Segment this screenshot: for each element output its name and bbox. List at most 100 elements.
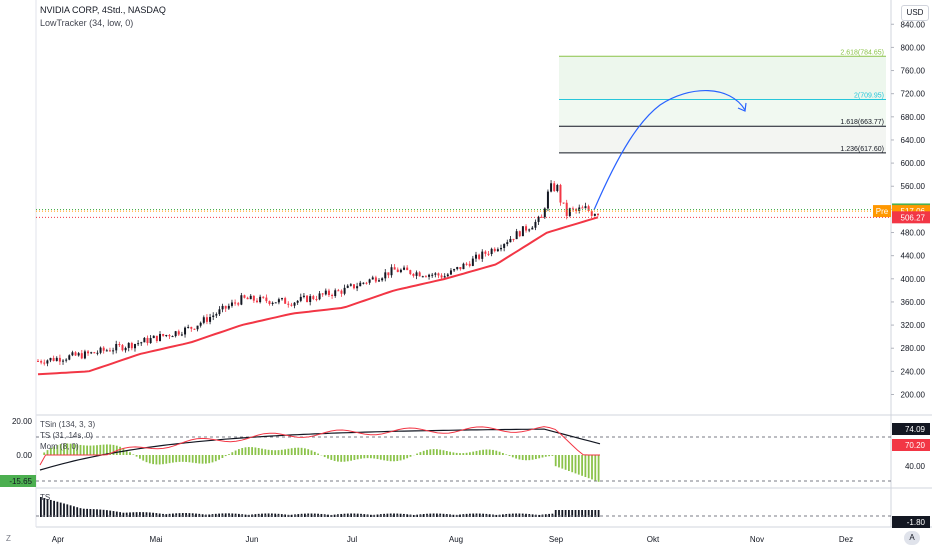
ts-bar [86,508,88,517]
ts-bar [571,510,574,517]
ts-bar [76,507,79,517]
candle [515,228,518,240]
ts-bar [56,501,59,517]
currency-button[interactable]: USD [901,5,929,21]
tsi-bar [69,443,72,455]
ts-bar [257,513,260,517]
tsi-bar [297,447,300,455]
ts-bar [548,513,550,517]
candle-body [500,247,503,250]
candle-body [487,253,490,255]
tsi-bar [280,449,283,455]
candle [46,359,49,367]
candle-body [284,298,287,304]
time-tick-label: Jun [246,535,259,544]
candle [412,273,415,278]
ts-bars [40,497,600,517]
ts-bar [472,513,475,517]
candle [431,272,434,278]
candle [503,243,506,252]
candle-body [212,315,215,317]
chart-title: NVIDIA CORP, 4Std., NASDAQ [40,5,166,15]
tsi-bar [178,455,181,462]
ts-bar [112,511,115,517]
candle-body [346,285,349,288]
candle-body [493,248,496,252]
candle [487,251,490,257]
price-tick-label: 840.00 [901,20,926,29]
ts-bar [304,513,306,517]
candle-body [581,207,584,209]
candle-body [550,183,553,192]
candle [421,275,424,278]
candle [349,283,352,287]
candle-body [287,303,290,305]
tsi-bar [452,452,455,455]
candle-body [409,270,412,274]
ts-bar [280,514,283,517]
candle-body [281,298,284,300]
tsi-bar [205,455,207,464]
candles-group [37,180,599,367]
tsi-bar [406,455,409,459]
candle-body [174,331,177,337]
fib-zone [559,126,886,153]
candle [271,301,274,306]
candle [190,326,193,332]
ts-bar [386,513,389,517]
tsi-bar [139,455,141,459]
candle [184,326,187,338]
tsi-bar [214,455,217,462]
candle [518,230,521,238]
fib-level-label: 1.236(617.60) [840,146,884,153]
time-tick-label: Nov [750,535,764,544]
candle [393,264,396,270]
price-tick-label: 720.00 [901,90,926,99]
ts-bar [561,510,564,517]
ts-bar [531,514,534,517]
candle [162,333,165,337]
ts-bar [350,513,352,517]
ts-bar [581,510,583,517]
ts-bar [412,514,415,517]
ts-bar [181,513,184,517]
ts-bar [195,513,197,517]
tsi-bar [148,455,151,464]
tsi-bar [333,455,336,461]
candle-body [121,345,124,351]
candle-body [327,290,330,295]
candle [331,293,334,299]
candle [237,301,240,307]
candle [327,288,330,297]
candle-body [571,208,574,210]
candle [296,300,299,305]
candle-body [90,352,93,354]
ts-bar [320,513,323,517]
candle [133,343,136,352]
candle-body [152,335,155,339]
ts-bar [152,512,154,517]
candle [403,265,406,271]
tsi-bar [56,444,59,455]
candle-body [546,191,549,209]
tsi-bar [597,455,600,482]
candle [174,330,177,338]
tsi-left-box [0,475,36,487]
candle [171,335,174,338]
tsi-bar [360,455,362,459]
candle [255,298,258,304]
candle [274,302,277,304]
candle [249,294,252,300]
candle-body [515,231,518,240]
tsi-bar [591,455,593,480]
ts-bar [564,510,567,517]
price-label-text: 506.27 [901,213,926,222]
zoom-button[interactable]: Z [6,534,11,543]
auto-scale-button[interactable]: A [904,531,920,545]
tsi-legend: TS (31, 14s, 0) [40,431,93,440]
candle-body [193,328,196,330]
candle-body [221,305,224,310]
candle-body [537,216,540,222]
candle-body [437,273,440,276]
